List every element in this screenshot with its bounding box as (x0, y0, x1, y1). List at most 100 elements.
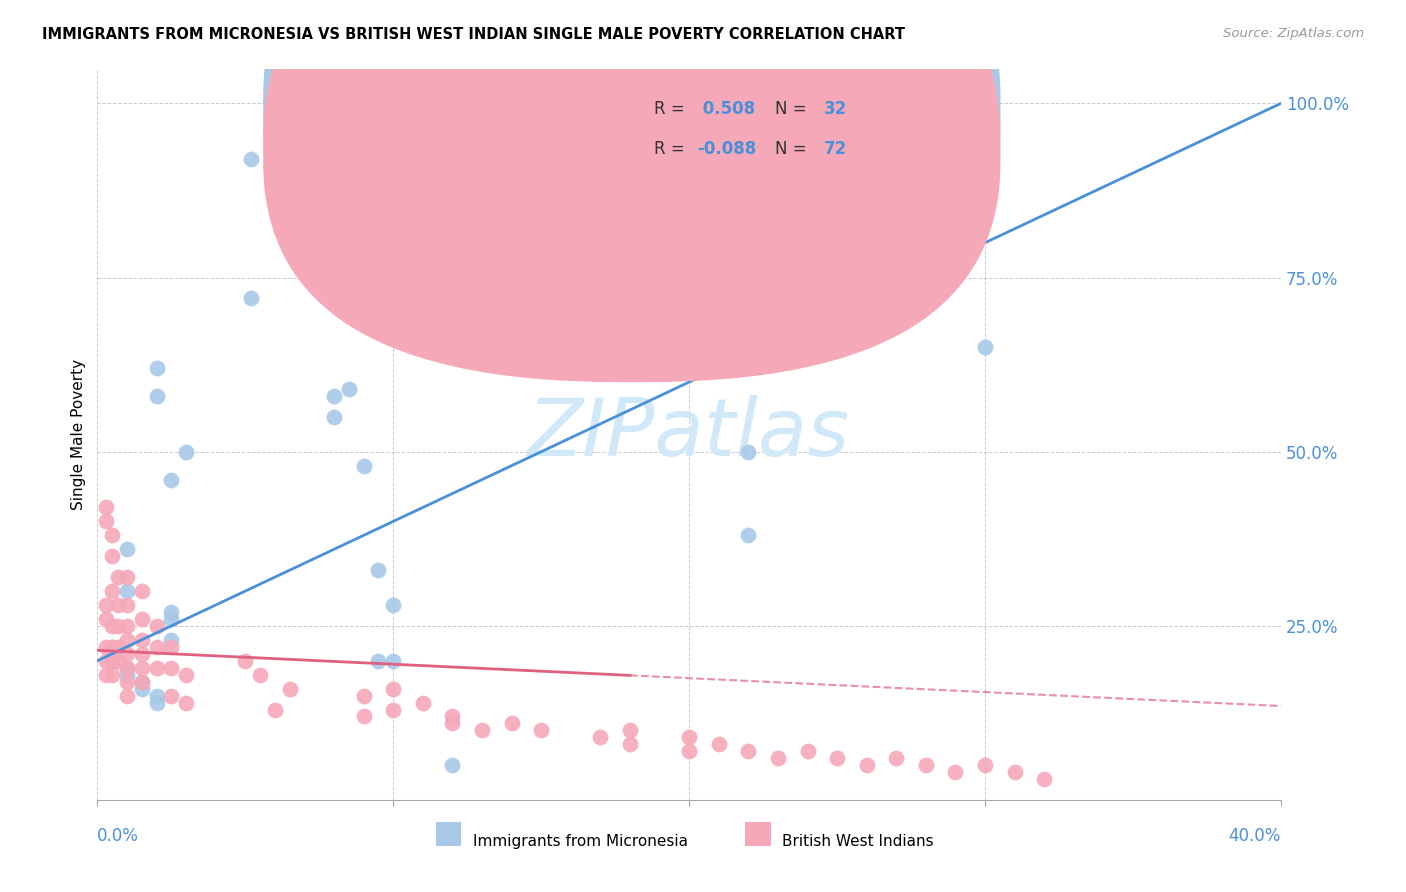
Point (131, 681, 153, 696)
Point (382, 702, 405, 716)
Point (131, 674, 153, 689)
Point (145, 361, 167, 376)
Point (367, 654, 389, 668)
Text: Immigrants from Micronesia: Immigrants from Micronesia (472, 834, 688, 848)
Point (240, 152, 263, 166)
Point (323, 389, 346, 403)
Point (115, 667, 138, 681)
Point (441, 758, 464, 772)
Point (233, 654, 256, 668)
Point (107, 570, 129, 584)
Point (107, 598, 129, 612)
Point (101, 584, 124, 599)
Point (115, 619, 138, 633)
Point (160, 689, 183, 703)
Point (1004, 765, 1026, 780)
Point (115, 542, 138, 557)
Text: IMMIGRANTS FROM MICRONESIA VS BRITISH WEST INDIAN SINGLE MALE POVERTY CORRELATIO: IMMIGRANTS FROM MICRONESIA VS BRITISH WE… (42, 27, 905, 42)
Point (115, 661, 138, 675)
Point (101, 654, 124, 668)
FancyBboxPatch shape (263, 0, 1001, 382)
Point (353, 709, 375, 723)
Point (101, 549, 124, 564)
Point (974, 340, 997, 354)
Point (131, 647, 153, 661)
Text: R =: R = (654, 100, 690, 118)
Text: 40.0%: 40.0% (1229, 827, 1281, 845)
Point (737, 444, 759, 458)
Point (115, 674, 138, 689)
Point (131, 674, 153, 689)
Point (115, 584, 138, 599)
Point (101, 528, 124, 542)
Point (825, 751, 848, 765)
Point (678, 744, 700, 758)
Point (160, 661, 183, 675)
Point (96, 500, 118, 515)
Point (796, 744, 818, 758)
Text: Source: ZipAtlas.com: Source: ZipAtlas.com (1223, 27, 1364, 40)
Point (353, 689, 375, 703)
FancyBboxPatch shape (606, 79, 920, 178)
Point (1033, 772, 1056, 787)
Point (915, 758, 938, 772)
Point (174, 667, 197, 681)
Point (367, 563, 389, 577)
Point (945, 765, 967, 780)
Point (884, 751, 907, 765)
Point (174, 696, 197, 710)
Point (160, 605, 183, 619)
Point (145, 689, 167, 703)
Point (131, 612, 153, 626)
Point (96, 667, 118, 681)
Point (707, 737, 730, 751)
Point (101, 647, 124, 661)
Point (974, 758, 997, 772)
Point (382, 681, 405, 696)
Point (145, 696, 167, 710)
Point (353, 458, 375, 473)
Point (107, 619, 129, 633)
Point (145, 640, 167, 654)
Text: -0.088: -0.088 (697, 140, 756, 158)
Point (337, 382, 360, 396)
Point (619, 737, 641, 751)
Point (471, 723, 494, 738)
Point (115, 661, 138, 675)
Point (530, 723, 553, 738)
FancyBboxPatch shape (263, 0, 1001, 342)
Point (96, 654, 118, 668)
Point (115, 598, 138, 612)
Point (382, 598, 405, 612)
Text: N =: N = (775, 100, 813, 118)
Point (160, 640, 183, 654)
Point (131, 632, 153, 647)
Point (412, 696, 434, 710)
Point (160, 612, 183, 626)
Point (382, 654, 405, 668)
Point (145, 661, 167, 675)
Text: R =: R = (654, 140, 690, 158)
Point (96, 515, 118, 529)
Point (737, 744, 759, 758)
Point (501, 716, 523, 731)
Point (115, 632, 138, 647)
Point (131, 661, 153, 675)
Point (101, 654, 124, 668)
Point (131, 584, 153, 599)
Point (107, 640, 129, 654)
Point (323, 409, 346, 424)
Point (855, 758, 877, 772)
Point (101, 640, 124, 654)
Point (96, 640, 118, 654)
Point (160, 473, 183, 487)
Point (107, 654, 129, 668)
Text: ZIPatlas: ZIPatlas (529, 395, 851, 474)
Point (737, 528, 759, 542)
Point (678, 731, 700, 745)
Text: 32: 32 (824, 100, 846, 118)
Point (441, 716, 464, 731)
Point (160, 632, 183, 647)
Point (264, 702, 287, 716)
Point (101, 619, 124, 633)
